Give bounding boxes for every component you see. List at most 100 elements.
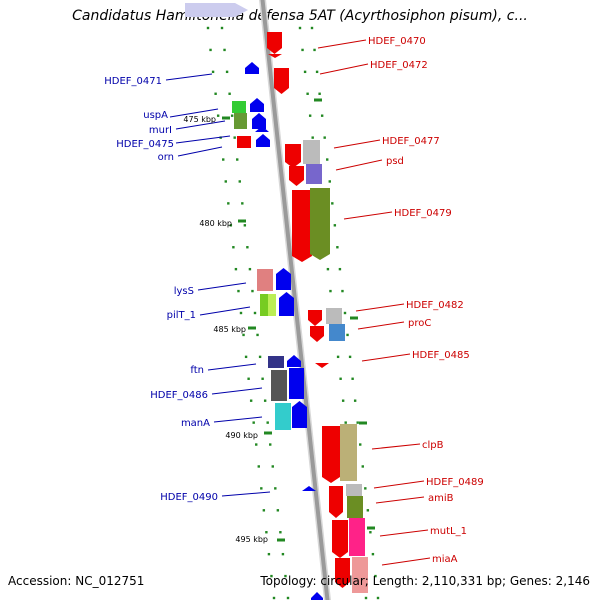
leader-amiB — [375, 496, 425, 504]
leader-proC — [357, 321, 405, 330]
gene-label-clpB: clpB — [422, 440, 444, 451]
track-dot — [353, 399, 357, 402]
gene-HDEF_0471 — [245, 62, 259, 74]
gene-lysS — [257, 269, 273, 291]
leader-orn — [177, 146, 223, 157]
leader-manA — [213, 416, 263, 423]
leader-HDEF_0477 — [333, 139, 381, 149]
gene-proC — [310, 326, 324, 342]
track-dot — [326, 158, 329, 161]
gene-HDEF_0472 — [274, 68, 289, 94]
track-dot — [313, 48, 316, 52]
track-dot — [249, 399, 253, 402]
faint-top-gene — [185, 3, 248, 17]
track-dot — [344, 421, 347, 424]
gene-miaA-b — [352, 557, 368, 593]
leader-psd — [335, 159, 383, 171]
track-dot — [261, 377, 264, 380]
gene-label-uspA: uspA — [143, 110, 168, 121]
track-dot — [251, 289, 254, 293]
track-dot — [237, 289, 240, 293]
leader-clpB — [371, 443, 421, 450]
track-dot — [260, 487, 263, 490]
gene-label-HDEF_0482: HDEF_0482 — [406, 300, 464, 311]
gene-label-HDEF_0486: HDEF_0486 — [150, 390, 208, 401]
gene-label-HDEF_0489: HDEF_0489 — [426, 477, 484, 488]
kbp-tick — [248, 326, 256, 330]
track-dot — [284, 574, 287, 578]
track-dot — [266, 421, 269, 424]
track-dot — [234, 267, 238, 271]
track-dot — [308, 114, 312, 117]
track-dot — [371, 552, 375, 556]
gene-amiB — [347, 496, 363, 518]
track-dot — [348, 355, 352, 359]
track-dot — [206, 26, 210, 30]
gene-label-manA: manA — [181, 418, 210, 429]
gene-label-HDEF_0477: HDEF_0477 — [382, 136, 440, 147]
gene-HDEF_0485 — [315, 363, 329, 368]
genome-summary-label: Topology: circular; Length: 2,110,331 bp… — [260, 574, 590, 588]
gene-mutL_1-b — [349, 518, 365, 556]
gene-label-orn: orn — [158, 152, 174, 163]
track-dot — [364, 487, 367, 490]
track-dot — [244, 355, 248, 359]
gene-label-pilT_1: pilT_1 — [167, 310, 196, 321]
track-dot — [248, 267, 252, 271]
leader-murI — [175, 120, 226, 130]
gene-small-up — [255, 126, 269, 132]
genome-backbone — [260, 0, 330, 600]
track-dot — [270, 574, 273, 578]
gene-HDEF_0479-b — [310, 188, 330, 260]
track-dot — [323, 136, 326, 139]
track-dot — [286, 596, 290, 600]
leader-HDEF_0472 — [319, 63, 369, 75]
track-dot — [298, 26, 302, 30]
track-dot — [343, 311, 347, 315]
kbp-tick — [314, 98, 322, 102]
track-dot — [246, 246, 249, 249]
scale-label-kbp-495: 495 kbp — [235, 535, 268, 544]
leader-pilT_1 — [199, 306, 251, 316]
kbp-tick — [359, 421, 367, 425]
gene-label-lysS: lysS — [174, 286, 194, 297]
gene-HDEF_0486-b — [289, 368, 304, 399]
track-dot — [220, 26, 224, 30]
track-dot — [216, 114, 220, 117]
track-dot — [336, 246, 339, 249]
track-dot — [269, 443, 272, 446]
leader-ftn — [207, 363, 257, 371]
track-dot — [241, 202, 244, 205]
gene-HDEF_0482 — [308, 310, 322, 326]
gene-orn — [256, 134, 270, 147]
gene-clpB — [322, 426, 340, 483]
gene-label-HDEF_0470: HDEF_0470 — [368, 36, 426, 47]
leader-HDEF_0479 — [343, 211, 393, 220]
leader-miaA — [381, 557, 431, 566]
track-dot — [242, 333, 245, 337]
track-dot — [223, 48, 226, 52]
track-dot — [257, 465, 260, 468]
gene-HDEF_0482-b — [326, 308, 342, 324]
track-dot — [232, 246, 235, 249]
track-dot — [230, 114, 234, 117]
track-dot — [214, 92, 217, 95]
track-dot — [341, 399, 345, 402]
gene-label-HDEF_0472: HDEF_0472 — [370, 60, 428, 71]
gene-psd-b — [306, 164, 322, 184]
gene-clpB-b — [340, 424, 357, 481]
gene-HDEF_0477 — [285, 144, 301, 168]
kbp-tick — [238, 219, 246, 223]
track-dot — [236, 158, 239, 161]
track-dot — [263, 399, 267, 402]
scale-label-kbp-485: 485 kbp — [213, 325, 246, 334]
track-dot — [326, 267, 330, 271]
gene-mutL_1 — [332, 520, 348, 558]
track-dot — [271, 465, 274, 468]
track-dot — [272, 596, 276, 600]
track-dot — [364, 596, 368, 600]
scale-label-kbp-475: 475 kbp — [183, 115, 216, 124]
track-dot — [258, 355, 262, 359]
gene-proC-b — [329, 324, 345, 341]
